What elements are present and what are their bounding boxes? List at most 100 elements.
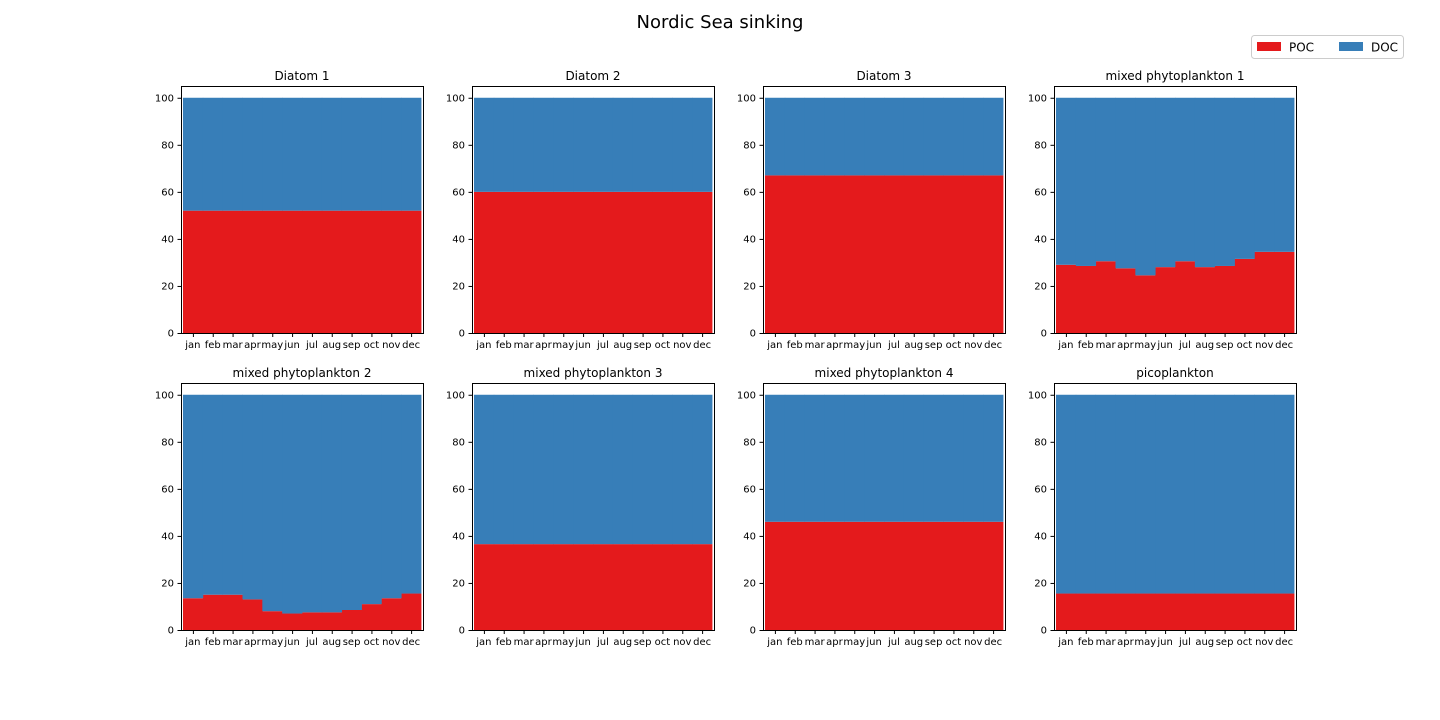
y-tick-label: 40 (1034, 234, 1047, 245)
bar-poc-jan (473, 191, 495, 333)
y-tick-label: 80 (161, 140, 174, 151)
bar-poc-jul (1175, 593, 1196, 630)
x-tick-label-mar: mar (805, 340, 826, 351)
bar-doc-mar (804, 97, 825, 176)
bar-poc-may (262, 611, 283, 630)
bar-doc-sep (632, 97, 653, 192)
bar-poc-apr (1115, 593, 1136, 630)
bar-doc-jun (864, 97, 885, 176)
bar-doc-aug (321, 97, 343, 211)
bar-doc-feb (493, 394, 515, 545)
bar-poc-jan (764, 521, 786, 630)
bar-poc-sep (1214, 265, 1235, 333)
axes-frame (763, 383, 1006, 631)
series-poc (182, 593, 422, 630)
bar-doc-jul (593, 97, 614, 192)
bar-doc-sep (341, 97, 362, 211)
axes-frame (472, 383, 715, 631)
bar-doc-aug (903, 97, 925, 176)
bar-poc-nov (381, 210, 402, 333)
y-tick-label: 40 (452, 234, 465, 245)
bar-doc-may (844, 394, 865, 522)
x-tick-label-dec: dec (693, 637, 711, 648)
x-tick-label-may: may (552, 340, 574, 351)
bar-doc-mar (1095, 394, 1116, 594)
x-tick-label-jun: jun (283, 637, 299, 648)
bar-doc-apr (533, 394, 554, 545)
bar-doc-oct (1234, 97, 1255, 259)
y-tick-label: 80 (743, 140, 756, 151)
x-tick-label-aug: aug (322, 637, 341, 648)
bar-poc-may (844, 175, 865, 333)
subplot-title: Diatom 1 (274, 69, 329, 83)
y-tick-label: 40 (1034, 531, 1047, 542)
x-tick-label-feb: feb (787, 637, 803, 648)
x-tick-label-dec: dec (984, 637, 1002, 648)
bar-poc-dec (983, 521, 1004, 630)
y-tick-label: 100 (446, 390, 465, 401)
bar-doc-feb (784, 394, 806, 522)
bar-doc-jun (282, 394, 303, 614)
legend-label-doc: DOC (1371, 41, 1398, 55)
series-doc (473, 394, 713, 545)
y-tick-label: 80 (1034, 140, 1047, 151)
bar-poc-aug (612, 544, 634, 630)
x-tick-label-sep: sep (1216, 637, 1234, 648)
y-tick-label: 0 (750, 329, 756, 340)
bar-doc-jan (1055, 97, 1077, 265)
y-tick-label: 0 (168, 329, 174, 340)
x-tick-label-mar: mar (1096, 637, 1117, 648)
x-tick-label-jun: jun (1156, 340, 1172, 351)
x-tick-label-mar: mar (514, 637, 535, 648)
x-tick-label-feb: feb (1078, 637, 1094, 648)
bar-poc-dec (692, 544, 713, 630)
x-tick-label-jun: jun (865, 340, 881, 351)
bar-poc-jun (1155, 267, 1176, 333)
y-tick-label: 60 (1034, 187, 1047, 198)
x-tick-label-oct: oct (1237, 637, 1253, 648)
x-tick-label-sep: sep (1216, 340, 1234, 351)
bar-poc-dec (401, 593, 422, 630)
bar-doc-dec (692, 394, 713, 545)
y-tick-label: 0 (459, 329, 465, 340)
bar-doc-jan (1055, 394, 1077, 594)
x-tick-label-jul: jul (596, 340, 609, 351)
bar-doc-feb (202, 394, 224, 595)
y-tick-label: 80 (452, 437, 465, 448)
bar-poc-jun (282, 613, 303, 630)
bar-doc-aug (321, 394, 343, 613)
y-tick-label: 60 (161, 484, 174, 495)
bar-doc-may (262, 394, 283, 612)
y-tick-label: 0 (168, 626, 174, 637)
bar-doc-oct (361, 97, 382, 211)
x-tick-label-nov: nov (673, 637, 691, 648)
x-tick-label-sep: sep (925, 637, 943, 648)
bar-poc-jan (1055, 264, 1077, 333)
y-tick-label: 0 (459, 626, 465, 637)
y-tick-label: 80 (452, 140, 465, 151)
bar-poc-jun (864, 175, 885, 333)
bar-poc-may (1135, 593, 1156, 630)
bar-doc-oct (943, 394, 964, 522)
bar-doc-nov (963, 394, 984, 522)
subplot-title: mixed phytoplankton 2 (233, 366, 372, 380)
bar-poc-sep (341, 210, 362, 333)
bar-doc-jul (593, 394, 614, 545)
axes-frame (1054, 86, 1297, 334)
bar-doc-mar (222, 394, 243, 595)
axes-frame (181, 86, 424, 334)
x-tick-label-jul: jul (305, 340, 318, 351)
bar-doc-dec (692, 97, 713, 192)
bar-doc-jan (473, 97, 495, 192)
y-tick-label: 100 (1028, 390, 1047, 401)
bar-doc-oct (652, 97, 673, 192)
bar-poc-dec (1274, 593, 1295, 630)
y-tick-label: 40 (743, 531, 756, 542)
bar-doc-jan (182, 97, 204, 211)
bar-doc-mar (1095, 97, 1116, 262)
bar-poc-feb (202, 594, 224, 630)
bar-poc-dec (692, 191, 713, 333)
bar-doc-apr (824, 394, 845, 522)
